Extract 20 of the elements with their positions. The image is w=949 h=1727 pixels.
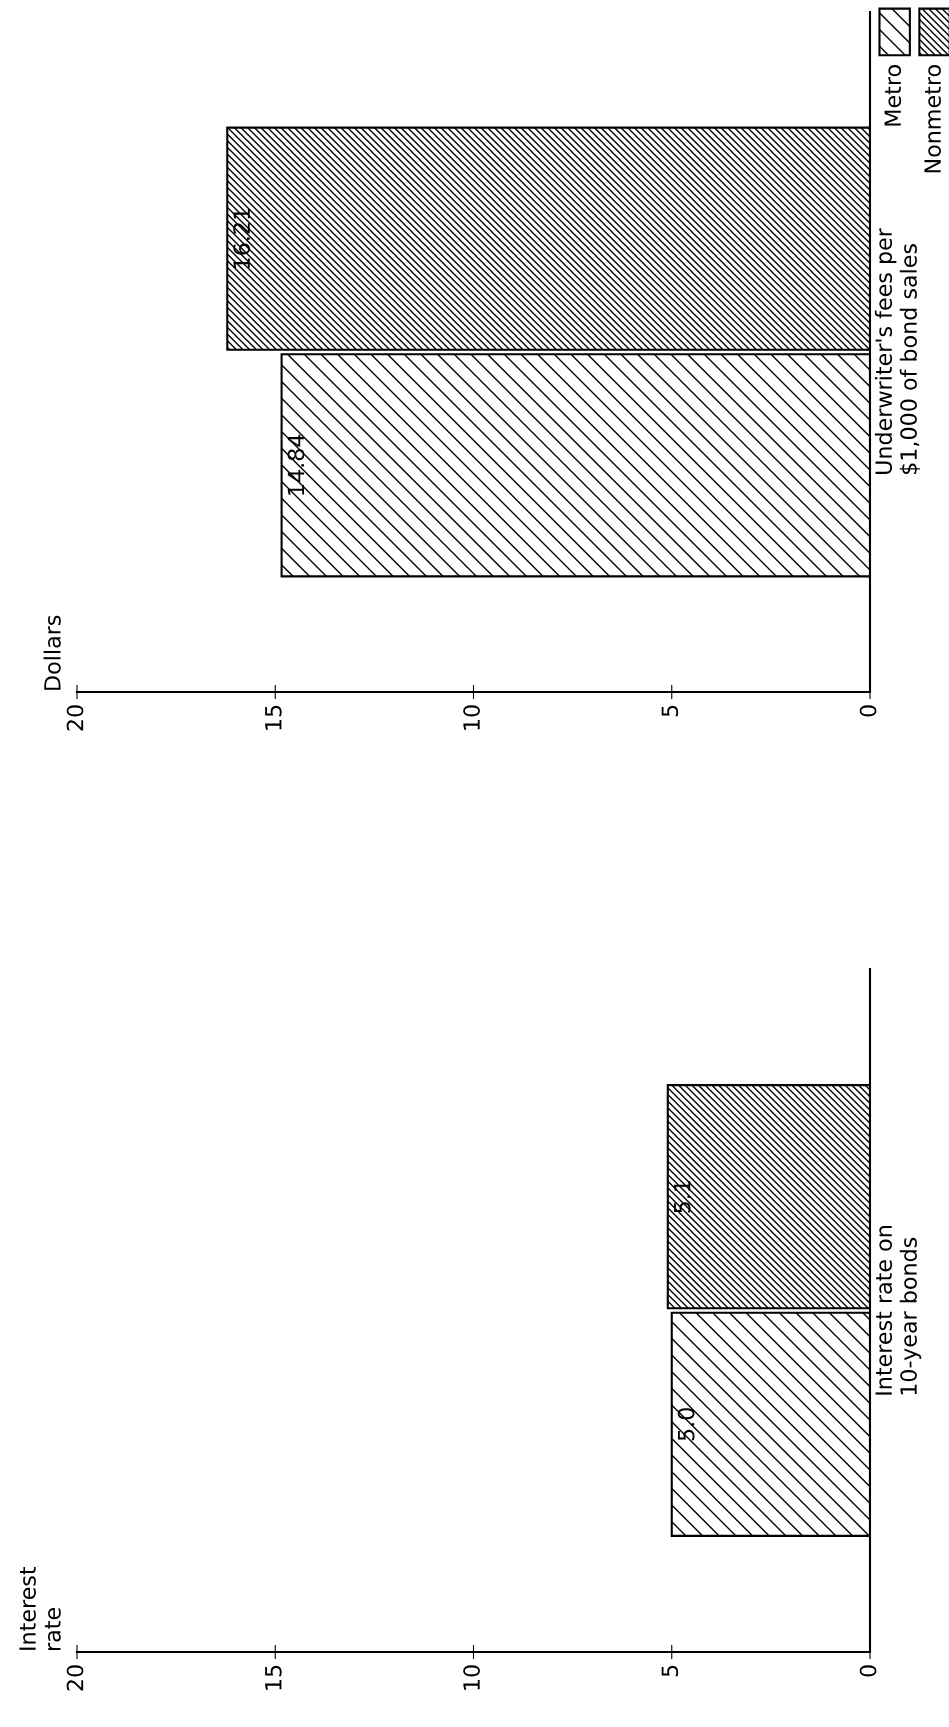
- x-tick-label: 15: [265, 1665, 282, 1690]
- data-label: 5.1: [674, 1181, 691, 1213]
- data-label: 14.84: [287, 434, 305, 495]
- y-axis-title: Interest rate: [19, 1566, 61, 1650]
- x-tick-label: 20: [66, 705, 84, 731]
- x-tick-label: 10: [463, 705, 480, 730]
- x-tick-label: 15: [265, 705, 282, 730]
- y-axis-title: Dollars: [43, 615, 61, 690]
- data-label: 16.21: [233, 208, 251, 269]
- legend-label: Nonmetro: [924, 65, 941, 173]
- x-tick-label: 0: [859, 1665, 877, 1677]
- data-label: 5.0: [677, 1408, 695, 1441]
- legend-label: Metro: [884, 65, 902, 126]
- x-tick-label: 0: [859, 705, 877, 717]
- x-tick-label: 20: [66, 1665, 84, 1691]
- y-tick-label: Interest rate on 10-year bonds: [875, 1226, 922, 1395]
- y-tick-label: Underwriter's fees per $1,000 of bond sales: [874, 228, 920, 475]
- x-tick-label: 10: [463, 1665, 480, 1690]
- x-tick-label: 5: [661, 705, 679, 717]
- x-tick-label: 5: [661, 1665, 679, 1677]
